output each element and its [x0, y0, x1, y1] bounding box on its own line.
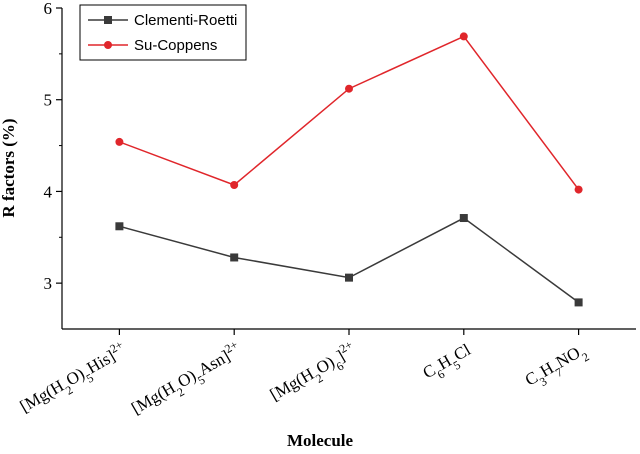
series-line [119, 217, 580, 304]
x-tick-label: [Mg(H2O)5His]2+ [15, 337, 132, 421]
x-tick-label: [Mg(H2O)6]2+ [265, 337, 362, 409]
y-tick-label: 3 [44, 274, 53, 293]
point [115, 222, 124, 231]
point [115, 137, 124, 146]
legend-label: Clementi-Roetti [134, 12, 237, 29]
y-axis-label: R factors (%) [0, 118, 18, 217]
point [459, 214, 468, 223]
x-tick-label: C6H5Cl [420, 340, 478, 388]
y-tick-label: 5 [44, 91, 53, 110]
legend-label: Su-Coppens [134, 37, 217, 54]
x-axis-label: Molecule [287, 431, 354, 450]
legend-marker [104, 41, 112, 49]
point [345, 84, 353, 93]
legend-marker [104, 16, 112, 24]
point [574, 298, 583, 307]
point [574, 185, 583, 194]
y-tick-label: 6 [44, 0, 53, 18]
point [345, 273, 353, 282]
y-tick-label: 4 [44, 182, 53, 201]
legend-box [79, 4, 247, 61]
point [459, 32, 468, 41]
point [230, 253, 239, 262]
legend: Clementi-Roetti Su-Coppens [79, 4, 247, 61]
point [230, 181, 239, 190]
x-tick-label: [Mg(H2O)5Asn]2+ [127, 337, 248, 423]
x-tick-label: C3H7NO2 [522, 340, 592, 395]
